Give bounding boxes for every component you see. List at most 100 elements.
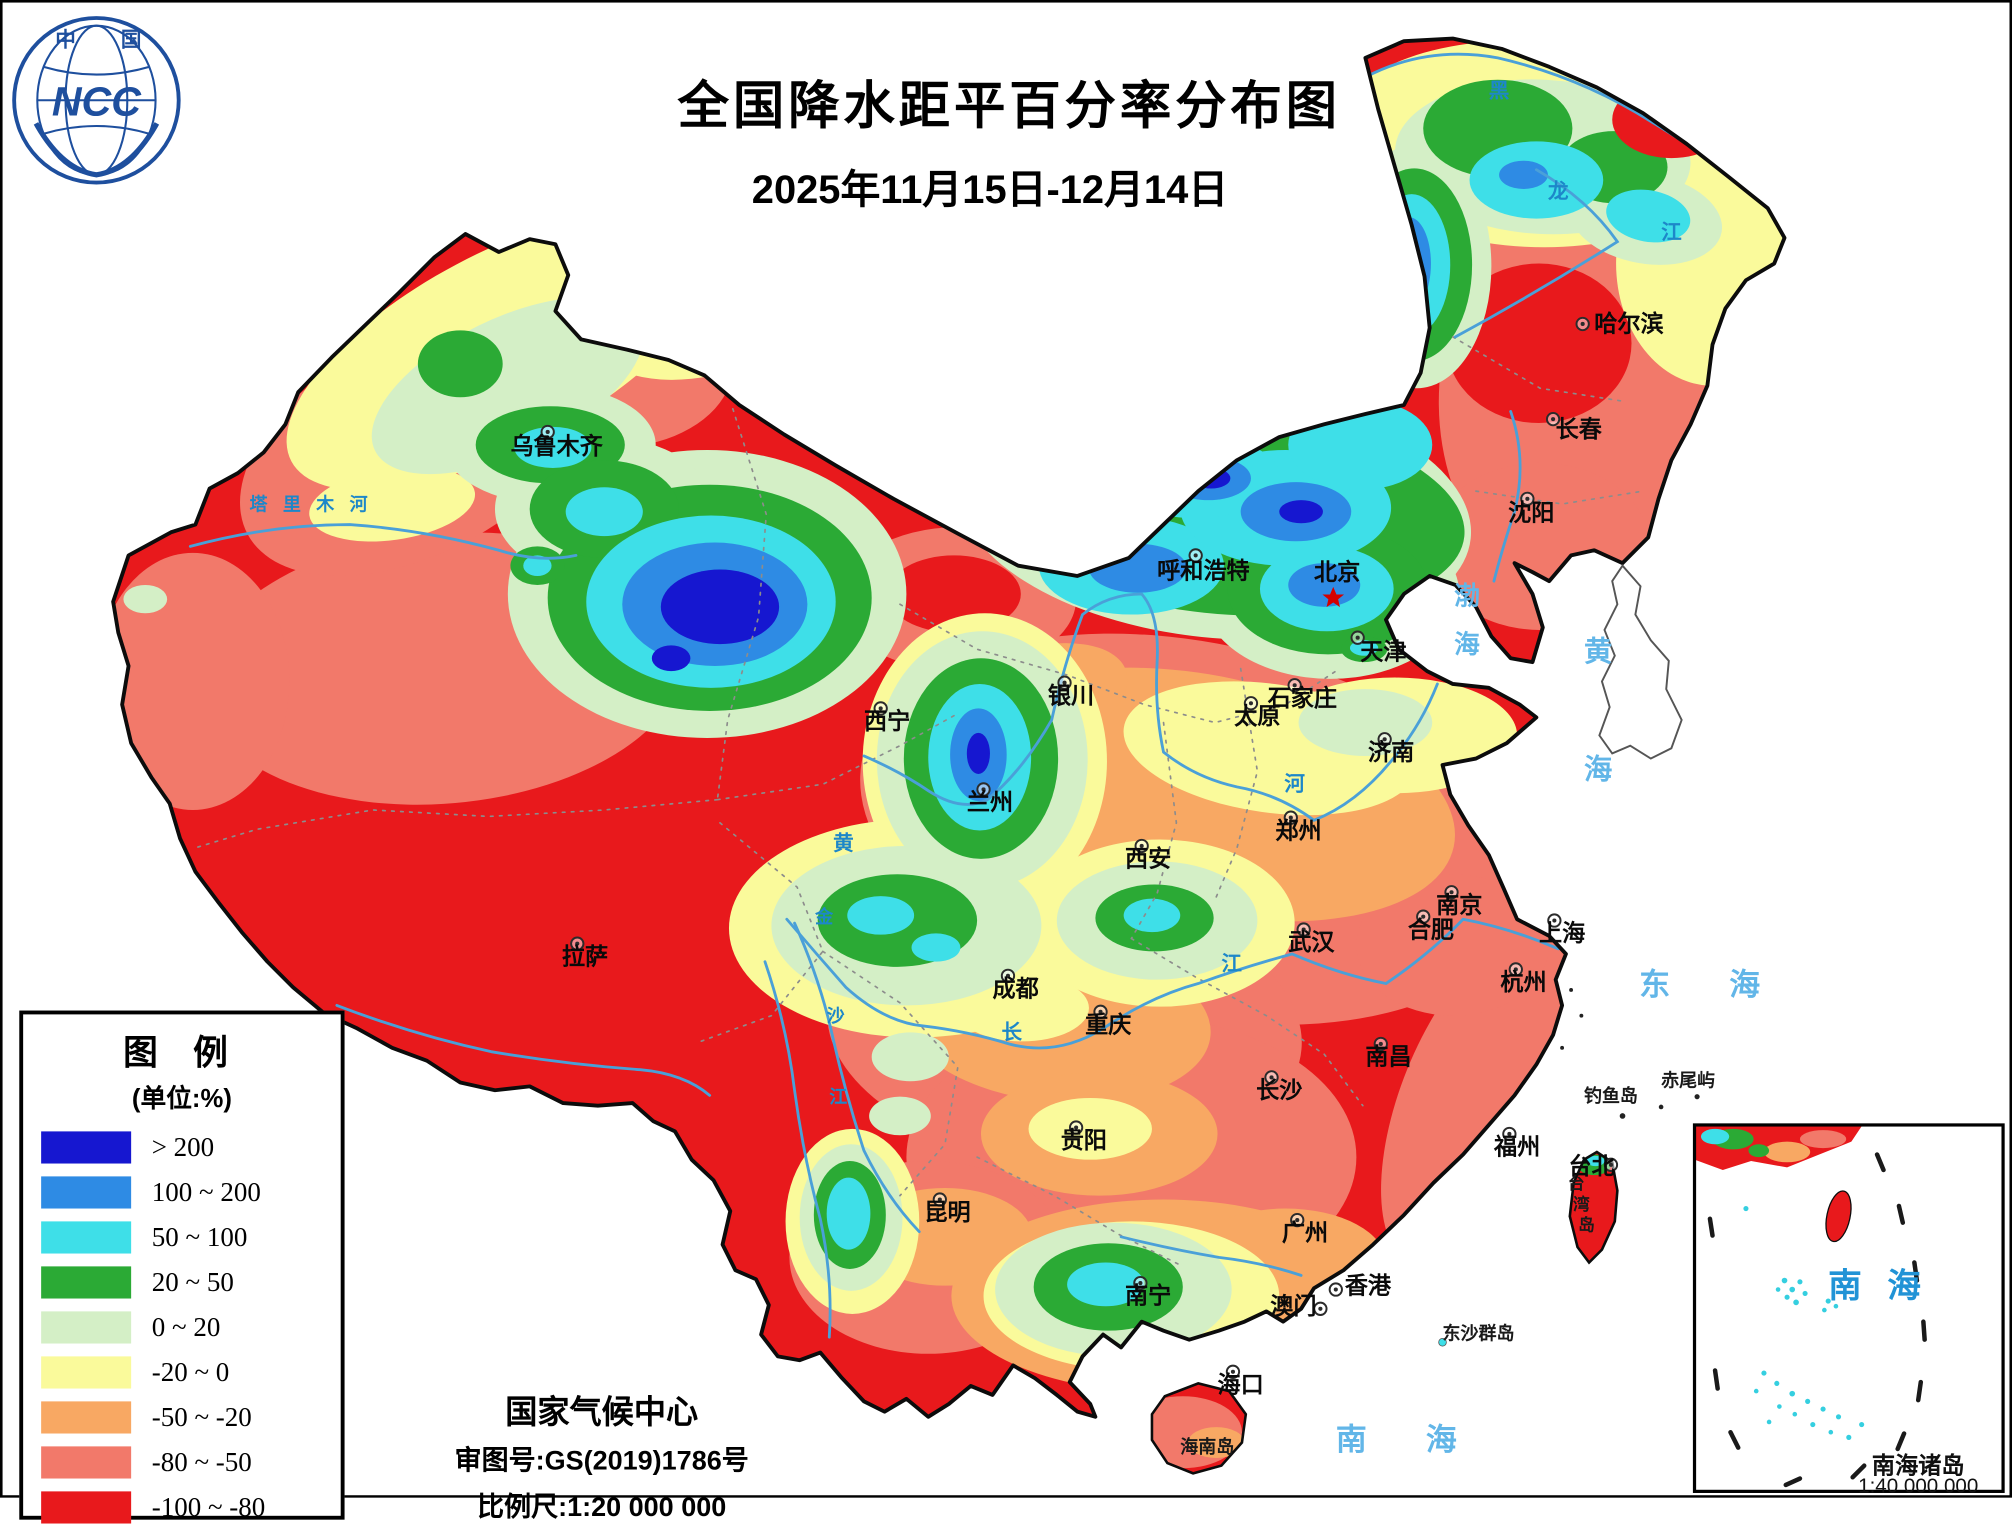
logo-country-left: 中 [55,27,76,51]
logo-country-right: 国 [121,28,142,51]
city-广州: 广州 [1282,1212,1328,1246]
city-武汉: 武汉 [1288,922,1335,955]
city-label: 银川 [1048,682,1094,708]
offshore-islets [1560,988,1700,1119]
city-label: 呼和浩特 [1157,558,1250,584]
city-label: 乌鲁木齐 [510,433,603,459]
city-marker-dot [1449,890,1454,895]
legend-label: > 200 [151,1131,215,1163]
legend-label: -100 ~ -80 [151,1491,266,1523]
city-天津: 天津 [1350,630,1407,665]
river-label: 黑 [1489,80,1510,103]
province-boundaries [192,336,1644,1268]
city-label: 海口 [1218,1371,1264,1397]
legend-row-2: 50 ~ 100 [23,1215,341,1260]
city-银川: 银川 [1048,675,1094,708]
city-marker-dot [981,787,986,792]
legend-swatch [41,1221,132,1254]
nine-dash-line [1707,1152,1927,1488]
river-label: 塔里木河 [249,493,383,514]
island-label: 海南岛 [1180,1436,1234,1457]
river-label: 河 [1284,773,1305,796]
city-label: 南昌 [1365,1044,1411,1070]
city-沈阳: 沈阳 [1508,491,1554,526]
city-label: 沈阳 [1508,500,1554,526]
city-label: 广州 [1282,1220,1328,1246]
river-label: 江 [1661,221,1682,244]
legend-row-8: -100 ~ -80 [23,1485,341,1530]
legend-label: 100 ~ 200 [151,1176,261,1208]
city-marker-dot [1580,321,1585,327]
city-label: 成都 [993,975,1039,1001]
legend-label: 50 ~ 100 [151,1221,248,1253]
legend-swatch [41,1401,132,1434]
river-label: 长 [1002,1021,1023,1044]
city-label: 武汉 [1288,929,1335,955]
city-昆明: 昆明 [924,1192,971,1225]
river-label: 江 [829,1087,847,1107]
legend-label: -50 ~ -20 [151,1401,252,1433]
river-label: 龙 [1548,179,1569,203]
sea-label: 黄 [1584,635,1612,667]
city-marker-dot [1551,417,1556,422]
city-marker-dot [1292,683,1297,688]
sea-label: 东 [1639,967,1670,1002]
city-上海: 上海 [1539,913,1585,946]
city-label: 上海 [1539,920,1585,946]
city-label: 北京 [1314,559,1360,585]
island-label: 台 [1568,1173,1585,1193]
city-marker-dot [1193,553,1198,558]
city-太原: 太原 [1234,696,1281,729]
city-label: 南宁 [1125,1283,1171,1309]
city-长沙: 长沙 [1256,1070,1302,1103]
legend-swatch [41,1491,132,1524]
inset-sea-label: 南海 [1828,1266,1947,1305]
city-label: 哈尔滨 [1594,311,1663,337]
city-marker-dot [1525,496,1530,501]
page-title: 全国降水距平百分率分布图 [677,78,1341,135]
map-approval-number: 审图号:GS(2019)1786号 [454,1446,749,1476]
city-哈尔滨: 哈尔滨 [1575,311,1664,337]
sea-label: 海 [1454,630,1480,659]
city-marker-dot [1608,1162,1614,1167]
city-marker-dot [1318,1306,1323,1311]
city-label: 长春 [1556,416,1603,442]
city-拉萨: 拉萨 [562,936,608,969]
inset-taiwan [1825,1190,1852,1243]
river-label: 江 [1221,953,1242,976]
city-label: 福州 [1493,1134,1540,1160]
city-marker-dot [878,706,883,711]
legend-row-6: -50 ~ -20 [23,1395,341,1440]
city-marker-dot [1248,701,1254,706]
legend-swatch [41,1131,132,1164]
china-outline [111,36,1787,1419]
city-兰州: 兰州 [967,782,1013,815]
city-label: 澳门 [1270,1293,1316,1319]
legend-swatch [41,1176,132,1209]
legend-swatch [41,1446,132,1479]
city-济南: 济南 [1368,732,1414,765]
city-marker-dot [1333,1287,1338,1292]
city-marker-dot [1005,973,1011,978]
legend-row-5: -20 ~ 0 [23,1350,341,1395]
city-杭州: 杭州 [1500,962,1547,995]
city-北京: 北京 [1314,559,1360,608]
legend-label: -20 ~ 0 [151,1356,230,1388]
hainan-outline [1150,1382,1248,1475]
city-南宁: 南宁 [1125,1275,1171,1309]
legend-swatch [41,1266,132,1299]
city-label: 重庆 [1085,1011,1132,1037]
city-marker-dot [1301,927,1306,932]
city-香港: 香港 [1328,1272,1392,1298]
city-海口: 海口 [1218,1364,1264,1397]
sea-label: 南 [1336,1422,1367,1457]
city-marker-dot [1552,918,1557,923]
city-marker-dot [1295,1218,1300,1223]
rivers [188,52,1753,1339]
city-label: 天津 [1360,639,1406,665]
city-长春: 长春 [1545,411,1603,442]
sea-label: 渤 [1454,581,1480,610]
city-贵阳: 贵阳 [1061,1120,1107,1153]
city-marker-dot [1421,914,1426,919]
